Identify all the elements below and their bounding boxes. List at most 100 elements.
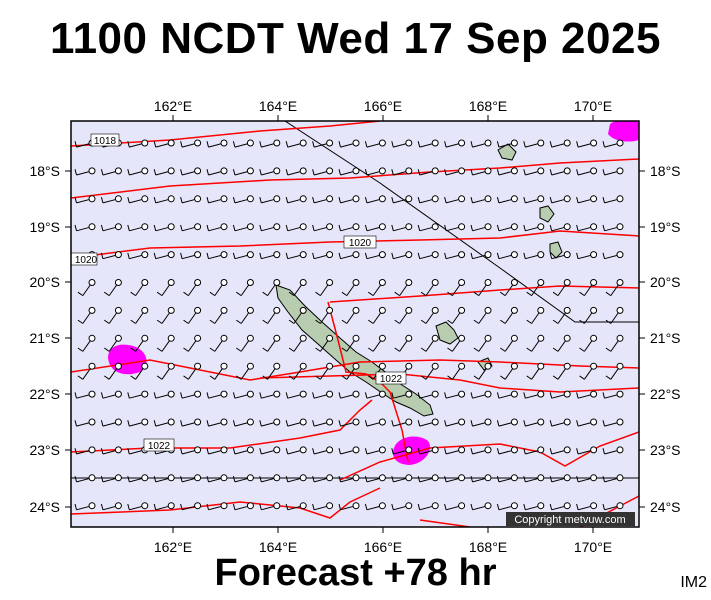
wind-barb-station	[114, 502, 122, 510]
wind-barb-station	[563, 362, 571, 370]
wind-barb-feather	[368, 319, 374, 324]
wind-barb-station	[194, 334, 202, 342]
wind-barb-feather	[232, 252, 236, 259]
wind-barb-station	[405, 446, 413, 454]
lon-label-top-166: 166°E	[364, 98, 402, 114]
wind-barb-feather	[127, 141, 130, 148]
wind-barb-station	[405, 139, 413, 147]
svg-text:1022: 1022	[148, 441, 171, 452]
wind-barb-feather	[312, 420, 315, 427]
wind-barb-feather	[496, 169, 500, 176]
wind-barb-feather	[552, 319, 559, 324]
wind-barb-station	[590, 418, 598, 426]
wind-barb-feather	[338, 252, 341, 259]
wind-barb-feather	[285, 196, 289, 204]
wind-barb-feather	[444, 196, 447, 204]
wind-barb-feather	[444, 503, 447, 510]
wind-barb-station	[246, 474, 254, 482]
wind-barb-feather	[605, 347, 612, 352]
wind-barb-station	[167, 223, 175, 231]
wind-barb-station	[563, 251, 571, 259]
wind-barb-station	[537, 502, 545, 510]
wind-barb-station	[510, 195, 518, 203]
wind-barb-feather	[180, 420, 183, 427]
wind-barb-feather	[100, 224, 104, 231]
wind-barb-station	[431, 223, 439, 231]
wind-barb-station	[352, 223, 360, 231]
wind-barb-feather	[262, 319, 268, 324]
wind-barb-station	[563, 195, 571, 203]
wind-barb-station	[458, 223, 466, 231]
wind-barb-feather	[153, 252, 157, 259]
image-tag: IM2	[680, 574, 707, 591]
wind-barb-feather	[364, 141, 368, 148]
wind-barb-feather	[549, 141, 553, 148]
wind-barb-station	[510, 502, 518, 510]
wind-barb-station	[378, 306, 386, 314]
wind-barb-station	[405, 306, 413, 314]
lon-label-bottom-164: 164°E	[259, 539, 297, 555]
isobar-10	[71, 487, 381, 519]
wind-barb-feather	[447, 347, 453, 352]
wind-barb-station	[616, 306, 624, 314]
wind-barb-station	[484, 446, 492, 454]
wind-barb-feather	[394, 347, 400, 352]
wind-barb-station	[273, 167, 281, 175]
wind-barb-station	[378, 474, 386, 482]
rain-area-northeast	[608, 121, 639, 142]
wind-barb-station	[405, 474, 413, 482]
wind-barb-feather	[579, 319, 585, 324]
isobar-7	[259, 373, 639, 393]
wind-barb-station	[510, 306, 518, 314]
wind-barb-station	[563, 139, 571, 147]
wind-barb-station	[510, 390, 518, 398]
wind-barb-station	[431, 139, 439, 147]
wind-barb-station	[114, 418, 122, 426]
wind-barb-station	[590, 279, 598, 286]
lat-label-left-23: 23°S	[29, 442, 60, 458]
wind-barb-station	[484, 306, 492, 314]
wind-barb-station	[537, 195, 545, 203]
wind-barb-feather	[100, 475, 104, 483]
wind-barb-station	[141, 279, 149, 286]
wind-barb-station	[458, 306, 466, 314]
wind-barb-station	[378, 502, 386, 510]
map-title: 1100 NCDT Wed 17 Sep 2025	[50, 14, 661, 63]
wind-barb-station	[431, 362, 439, 370]
lat-label-right-19: 19°S	[650, 219, 681, 235]
wind-barb-feather	[100, 196, 104, 204]
wind-barb-feather	[420, 375, 427, 380]
wind-barb-station	[590, 139, 598, 147]
wind-barb-station	[326, 167, 334, 175]
wind-barb-station	[194, 418, 202, 426]
wind-barb-feather	[364, 196, 368, 204]
wind-barb-feather	[496, 252, 500, 259]
wind-barb-station	[88, 306, 96, 314]
wind-barb-station	[458, 418, 466, 426]
wind-barb-station	[616, 251, 624, 259]
wind-barb-feather	[285, 169, 289, 176]
wind-barb-feather	[391, 224, 394, 231]
wind-barb-feather	[153, 475, 157, 483]
wind-barb-feather	[127, 196, 130, 204]
wind-barb-feather	[523, 420, 526, 427]
lon-label-top-162: 162°E	[154, 98, 192, 114]
wind-barb-station	[590, 446, 598, 454]
wind-barbs	[74, 139, 624, 511]
wind-barb-feather	[341, 319, 348, 324]
wind-barb-station	[246, 251, 254, 259]
wind-barb-feather	[209, 375, 216, 380]
wind-barb-feather	[285, 475, 289, 483]
wind-barb-station	[88, 223, 96, 231]
lat-label-left-24: 24°S	[29, 499, 60, 515]
wind-barb-station	[352, 195, 360, 203]
lat-label-right-21: 21°S	[650, 330, 681, 346]
wind-barb-feather	[523, 196, 526, 204]
wind-barb-station	[537, 139, 545, 147]
wind-barb-feather	[156, 291, 163, 297]
wind-barb-feather	[420, 347, 427, 352]
copyright-text: Copyright metvuw.com	[514, 514, 625, 526]
wind-barb-station	[194, 446, 202, 454]
lat-label-left-21: 21°S	[29, 330, 60, 346]
wind-barb-feather	[523, 503, 526, 510]
